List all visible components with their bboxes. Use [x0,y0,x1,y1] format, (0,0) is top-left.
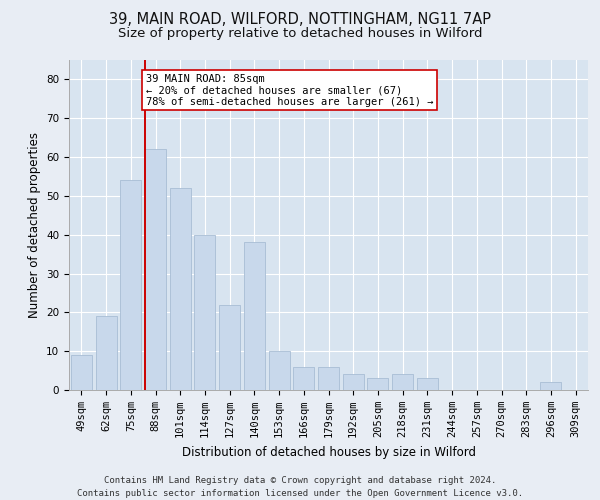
Bar [392,374,413,390]
Bar [343,374,364,390]
Bar [417,378,438,390]
Y-axis label: Number of detached properties: Number of detached properties [28,132,41,318]
Bar [367,378,388,390]
Bar [219,304,240,390]
Text: 39, MAIN ROAD, WILFORD, NOTTINGHAM, NG11 7AP: 39, MAIN ROAD, WILFORD, NOTTINGHAM, NG11… [109,12,491,28]
Text: 39 MAIN ROAD: 85sqm
← 20% of detached houses are smaller (67)
78% of semi-detach: 39 MAIN ROAD: 85sqm ← 20% of detached ho… [146,74,434,107]
Bar [244,242,265,390]
Bar [170,188,191,390]
Text: Size of property relative to detached houses in Wilford: Size of property relative to detached ho… [118,28,482,40]
Bar [269,351,290,390]
Bar [120,180,141,390]
Bar [541,382,562,390]
X-axis label: Distribution of detached houses by size in Wilford: Distribution of detached houses by size … [182,446,476,458]
Text: Contains HM Land Registry data © Crown copyright and database right 2024.
Contai: Contains HM Land Registry data © Crown c… [77,476,523,498]
Bar [145,150,166,390]
Bar [293,366,314,390]
Bar [71,355,92,390]
Bar [318,366,339,390]
Bar [95,316,116,390]
Bar [194,234,215,390]
